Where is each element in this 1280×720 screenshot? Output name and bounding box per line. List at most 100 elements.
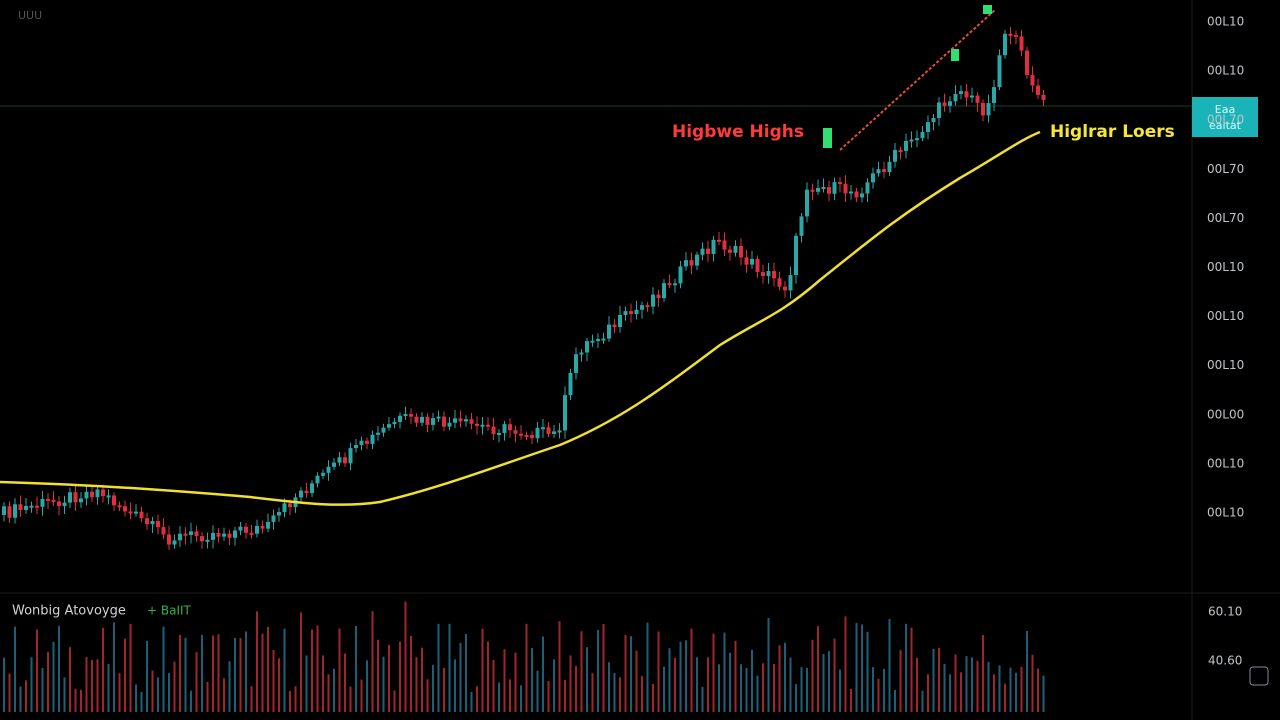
volume-bar [668,648,671,712]
candle [761,272,765,277]
volume-bar [190,690,192,712]
volume-bar [316,625,319,712]
volume-bar [773,664,775,712]
candle [480,424,485,427]
volume-bar [399,641,401,712]
volume-bar [487,641,489,712]
volume-bar [580,631,583,712]
candle [453,418,457,423]
highs-label: Higbwe Highs [672,122,804,142]
candle [326,466,331,473]
candle [772,271,776,279]
price-axis-label: 00L10 [1207,15,1244,29]
volume-bar [701,686,704,712]
volume-bar [927,674,929,712]
candle [387,424,391,428]
settings-button[interactable] [1249,666,1269,686]
candle [893,149,897,162]
volume-bar [899,649,902,712]
volume-bar [547,680,550,712]
candle [73,492,78,503]
volume-bar [839,669,841,712]
volume-bar [987,661,990,712]
volume-bar [833,638,836,712]
candle [150,521,155,525]
candle [777,278,782,287]
volume-bar [663,666,665,712]
candle [986,103,991,116]
volume-bar [305,655,308,712]
candle [689,260,694,266]
volume-bar [718,664,720,712]
candle [1008,33,1013,36]
candle [700,248,705,255]
volume-bar [36,629,38,712]
candle [84,491,89,499]
volume-bar [707,657,709,712]
volume-bar [124,638,126,712]
volume-bar [976,660,979,712]
volume-bar [624,634,627,712]
candle [139,511,144,519]
candle [414,416,419,423]
volume-bar [778,645,781,712]
candle [1041,94,1046,100]
candle [733,245,738,253]
volume-bar [371,611,374,712]
volume-bar [635,650,638,712]
candle [282,503,287,513]
candle [205,539,210,542]
volume-bar [789,657,792,712]
price-axis-label: 00L70 [1207,113,1244,127]
volume-bar [80,689,82,712]
candle [607,324,611,339]
volume-bar [382,656,385,712]
volume-bar [938,647,940,712]
candle [981,102,985,116]
volume-bar [228,661,231,712]
volume-bar [822,653,825,712]
candle [585,341,589,353]
volume-bar [377,639,379,712]
volume-bar [844,616,847,712]
volume-bar [949,674,951,712]
candle [260,525,265,529]
candle [359,440,364,445]
volume-bar [954,654,957,712]
candle [337,457,342,463]
candle [717,239,721,242]
volume-bar [1009,667,1012,712]
candle [343,457,347,464]
volume-bar [690,628,693,712]
candle [321,472,325,476]
volume-bar [723,632,726,712]
volume-bar [465,634,467,712]
volume-bar [679,641,682,712]
volume-bar [212,635,214,712]
candle [843,183,848,194]
candle [475,423,479,426]
volume-bar [393,690,396,712]
volume-bar [102,627,104,712]
candle [552,431,556,434]
candle [618,314,622,327]
volume-bar [877,678,880,712]
candle [1003,33,1007,56]
candle [277,512,281,516]
candle [827,187,831,194]
volume-bar [3,657,5,712]
candle [887,161,892,173]
volume-bar [608,662,610,712]
volume-bar [96,659,99,712]
volume-bar [740,664,742,712]
volume-bar [135,684,137,712]
volume-bar [234,637,236,712]
candle [1030,75,1035,86]
volume-bar [333,668,335,712]
candle [876,169,881,174]
candle [931,118,936,123]
volume-bar [553,659,555,712]
volume-bar [602,623,605,712]
candle [112,495,116,506]
